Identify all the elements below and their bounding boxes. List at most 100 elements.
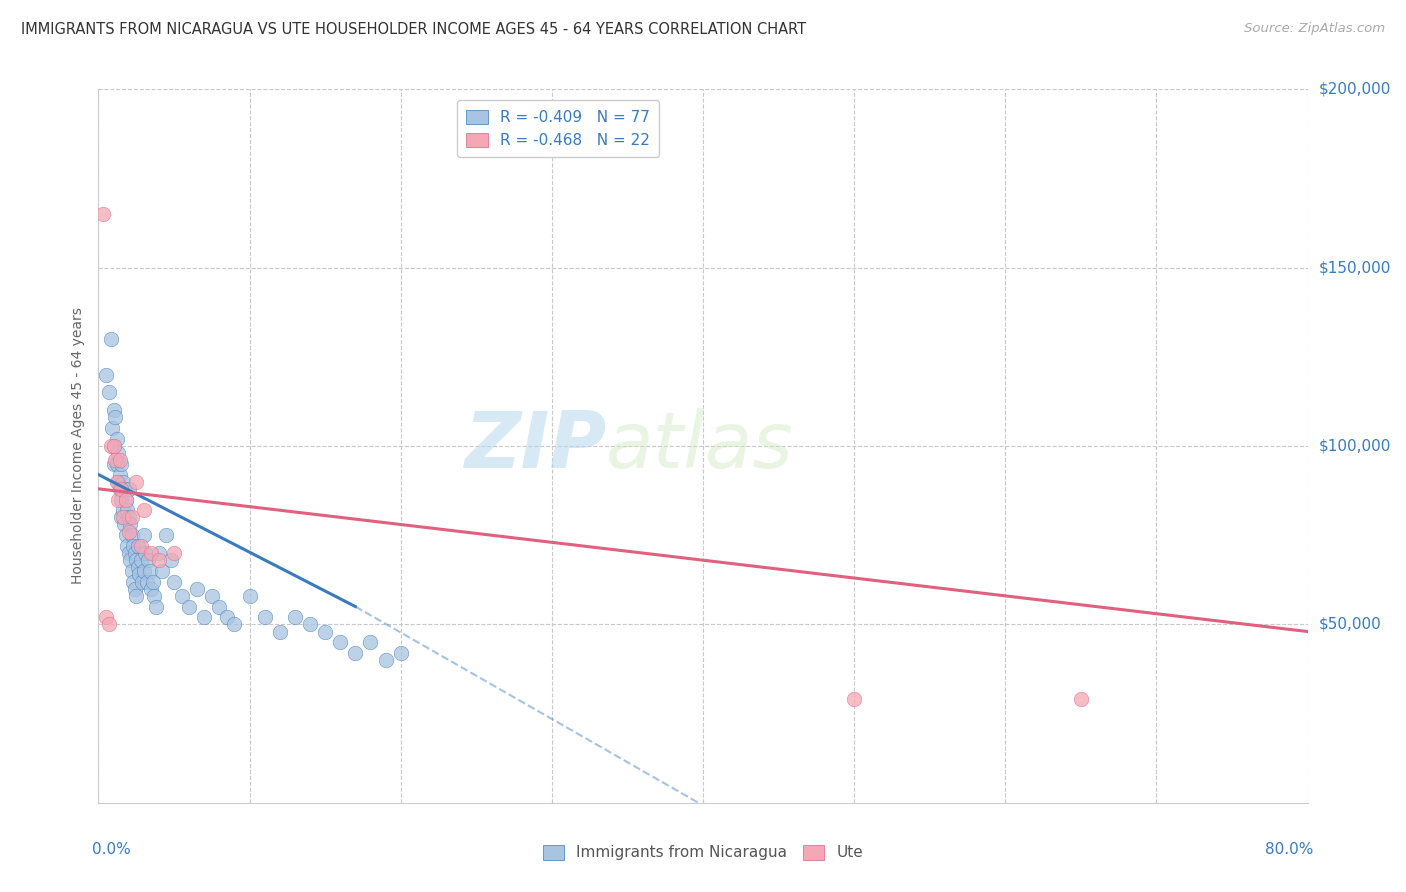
Text: 0.0%: 0.0%: [93, 842, 131, 857]
Point: [101, 421, 124, 435]
Point: [148, 546, 170, 560]
Point: [844, 692, 866, 706]
Point: [114, 492, 136, 507]
Point: [115, 539, 138, 553]
Point: [253, 610, 276, 624]
Point: [160, 553, 183, 567]
Point: [94, 610, 117, 624]
Point: [103, 457, 125, 471]
Point: [108, 453, 131, 467]
Point: [103, 403, 125, 417]
Point: [208, 599, 231, 614]
Point: [122, 574, 145, 589]
Point: [124, 546, 146, 560]
Point: [141, 582, 163, 596]
Point: [114, 492, 136, 507]
Point: [107, 475, 129, 489]
Point: [314, 624, 336, 639]
Point: [132, 564, 155, 578]
Point: [1070, 692, 1092, 706]
Point: [139, 564, 162, 578]
Point: [143, 589, 166, 603]
Point: [107, 492, 129, 507]
Point: [98, 617, 121, 632]
Point: [215, 610, 238, 624]
Point: [360, 635, 382, 649]
Point: [91, 207, 114, 221]
Point: [389, 646, 412, 660]
Point: [118, 482, 141, 496]
Point: [118, 524, 141, 539]
Point: [329, 635, 352, 649]
Point: [104, 410, 127, 425]
Point: [155, 528, 177, 542]
Point: [148, 553, 170, 567]
Point: [127, 539, 149, 553]
Point: [374, 653, 396, 667]
Point: [115, 503, 138, 517]
Point: [108, 467, 131, 482]
Point: [125, 553, 148, 567]
Point: [110, 482, 132, 496]
Point: [125, 475, 148, 489]
Point: [104, 453, 127, 467]
Point: [114, 528, 136, 542]
Point: [103, 439, 125, 453]
Text: ZIP: ZIP: [464, 408, 606, 484]
Point: [111, 475, 134, 489]
Point: [128, 567, 150, 582]
Point: [105, 457, 128, 471]
Point: [120, 517, 142, 532]
Text: 80.0%: 80.0%: [1265, 842, 1313, 857]
Point: [122, 539, 145, 553]
Point: [110, 492, 132, 507]
Point: [103, 439, 125, 453]
Point: [145, 599, 167, 614]
Point: [121, 528, 143, 542]
Point: [118, 510, 141, 524]
Text: $100,000: $100,000: [1319, 439, 1391, 453]
Point: [170, 589, 193, 603]
Point: [299, 617, 322, 632]
Legend: Immigrants from Nicaragua, Ute: Immigrants from Nicaragua, Ute: [537, 838, 869, 866]
Point: [239, 589, 262, 603]
Point: [163, 574, 186, 589]
Point: [112, 482, 135, 496]
Point: [163, 546, 186, 560]
Point: [98, 385, 121, 400]
Point: [111, 510, 134, 524]
Point: [224, 617, 246, 632]
Text: $200,000: $200,000: [1319, 82, 1391, 96]
Point: [141, 546, 163, 560]
Text: atlas: atlas: [606, 408, 794, 484]
Point: [105, 432, 128, 446]
Point: [136, 553, 159, 567]
Point: [132, 503, 155, 517]
Point: [120, 553, 142, 567]
Point: [112, 517, 135, 532]
Point: [100, 332, 122, 346]
Text: $50,000: $50,000: [1319, 617, 1382, 632]
Point: [129, 553, 152, 567]
Point: [134, 546, 156, 560]
Point: [284, 610, 307, 624]
Point: [124, 582, 146, 596]
Point: [131, 574, 153, 589]
Text: Source: ZipAtlas.com: Source: ZipAtlas.com: [1244, 22, 1385, 36]
Point: [100, 439, 122, 453]
Point: [193, 610, 215, 624]
Point: [269, 624, 291, 639]
Point: [150, 564, 173, 578]
Point: [111, 503, 134, 517]
Point: [110, 457, 132, 471]
Point: [121, 510, 143, 524]
Point: [121, 564, 143, 578]
Point: [118, 546, 141, 560]
Point: [132, 528, 155, 542]
Point: [94, 368, 117, 382]
Point: [177, 599, 201, 614]
Point: [125, 589, 148, 603]
Text: IMMIGRANTS FROM NICARAGUA VS UTE HOUSEHOLDER INCOME AGES 45 - 64 YEARS CORRELATI: IMMIGRANTS FROM NICARAGUA VS UTE HOUSEHO…: [21, 22, 806, 37]
Point: [107, 446, 129, 460]
Y-axis label: Householder Income Ages 45 - 64 years: Householder Income Ages 45 - 64 years: [72, 308, 86, 584]
